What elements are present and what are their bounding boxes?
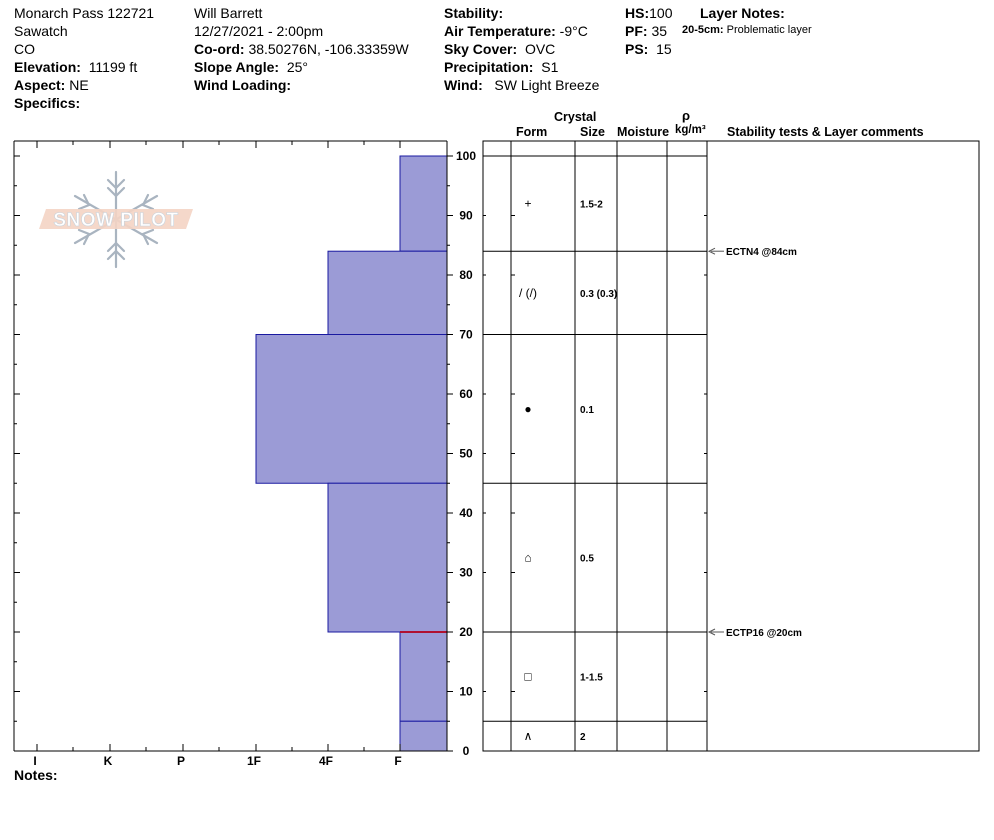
layer-notes-label: Layer Notes:: [700, 5, 785, 21]
grain-size-5: 2: [580, 732, 586, 743]
size-header: Size: [580, 125, 606, 139]
hardness-label-2: P: [177, 754, 185, 768]
grain-form-1: / (/): [519, 286, 537, 300]
state-name: CO: [14, 41, 35, 57]
depth-label-80: 80: [459, 268, 473, 282]
snow-height: HS:100: [625, 5, 673, 21]
range-name: Sawatch: [14, 23, 68, 39]
layer-bar-1: [327, 250, 448, 335]
depth-label-0: 0: [463, 744, 470, 758]
layer-note: 20-5cm: Problematic layer: [682, 24, 812, 36]
grain-size-0: 1.5-2: [580, 200, 603, 211]
grain-form-2: ●: [524, 402, 531, 416]
grain-size-4: 1-1.5: [580, 673, 603, 684]
layer-bar-5: [399, 720, 448, 752]
depth-label-60: 60: [459, 387, 473, 401]
location-name: Monarch Pass 122721: [14, 5, 155, 21]
grain-form-5: ∧: [524, 729, 533, 743]
grain-form-0: +: [524, 197, 531, 211]
observer-name: Will Barrett: [194, 5, 263, 21]
depth-label-50: 50: [459, 447, 473, 461]
depth-label-100: 100: [456, 149, 476, 163]
precipitation: Precipitation: S1: [444, 59, 559, 75]
specifics-label: Specifics:: [14, 95, 81, 111]
grain-size-3: 0.5: [580, 554, 594, 565]
logo-text: SNOW PILOT: [53, 210, 178, 231]
stability-label: Stability:: [444, 5, 504, 21]
notes-label: Notes:: [14, 767, 58, 783]
hardness-label-3: 1F: [247, 754, 261, 768]
elevation: Elevation: 11199 ft: [14, 59, 138, 75]
depth-label-70: 70: [459, 328, 473, 342]
grain-form-4: □: [524, 670, 531, 684]
stability-tests-header: Stability tests & Layer comments: [727, 125, 924, 139]
depth-label-40: 40: [459, 506, 473, 520]
depth-label-10: 10: [459, 685, 473, 699]
layer-bar-0: [399, 155, 448, 252]
depth-label-30: 30: [459, 566, 473, 580]
hardness-label-4: 4F: [319, 754, 333, 768]
grain-size-2: 0.1: [580, 405, 594, 416]
layer-table-frame: [482, 140, 980, 752]
rho-header: ρ: [682, 108, 691, 123]
coordinates: Co-ord: 38.50276N, -106.33359W: [194, 41, 409, 57]
crystal-header: Crystal: [554, 110, 597, 124]
logo-banner: [39, 209, 193, 229]
observation-datetime: 12/27/2021 - 2:00pm: [194, 23, 324, 39]
layer-bar-4: [399, 631, 448, 722]
stability-arrowhead-1: [707, 628, 716, 636]
wind: Wind: SW Light Breeze: [444, 77, 600, 93]
grain-form-3: ⌂: [524, 551, 531, 565]
penetration-foot: PF: 35: [625, 23, 668, 39]
moisture-header: Moisture: [617, 125, 670, 139]
aspect: Aspect: NE: [14, 77, 89, 93]
layer-bar-3: [327, 482, 448, 633]
stability-arrowhead-0: [707, 247, 716, 255]
wind-loading-label: Wind Loading:: [194, 77, 292, 93]
stability-test-label-0: ECTN4 @84cm: [726, 247, 797, 258]
sky-cover: Sky Cover: OVC: [444, 41, 556, 57]
form-header: Form: [516, 125, 548, 139]
depth-label-20: 20: [459, 625, 473, 639]
slope-angle: Slope Angle: 25°: [194, 59, 308, 75]
hardness-label-5: F: [394, 754, 401, 768]
air-temperature: Air Temperature: -9°C: [444, 23, 588, 39]
penetration-ski: PS: 15: [625, 41, 672, 57]
hardness-label-1: K: [104, 754, 113, 768]
hardness-label-0: I: [33, 754, 36, 768]
density-unit-header: kg/m³: [675, 124, 706, 136]
grain-size-1: 0.3 (0.3): [580, 289, 617, 300]
depth-label-90: 90: [459, 209, 473, 223]
stability-test-label-1: ECTP16 @20cm: [726, 628, 802, 639]
layer-bar-2: [255, 334, 448, 484]
